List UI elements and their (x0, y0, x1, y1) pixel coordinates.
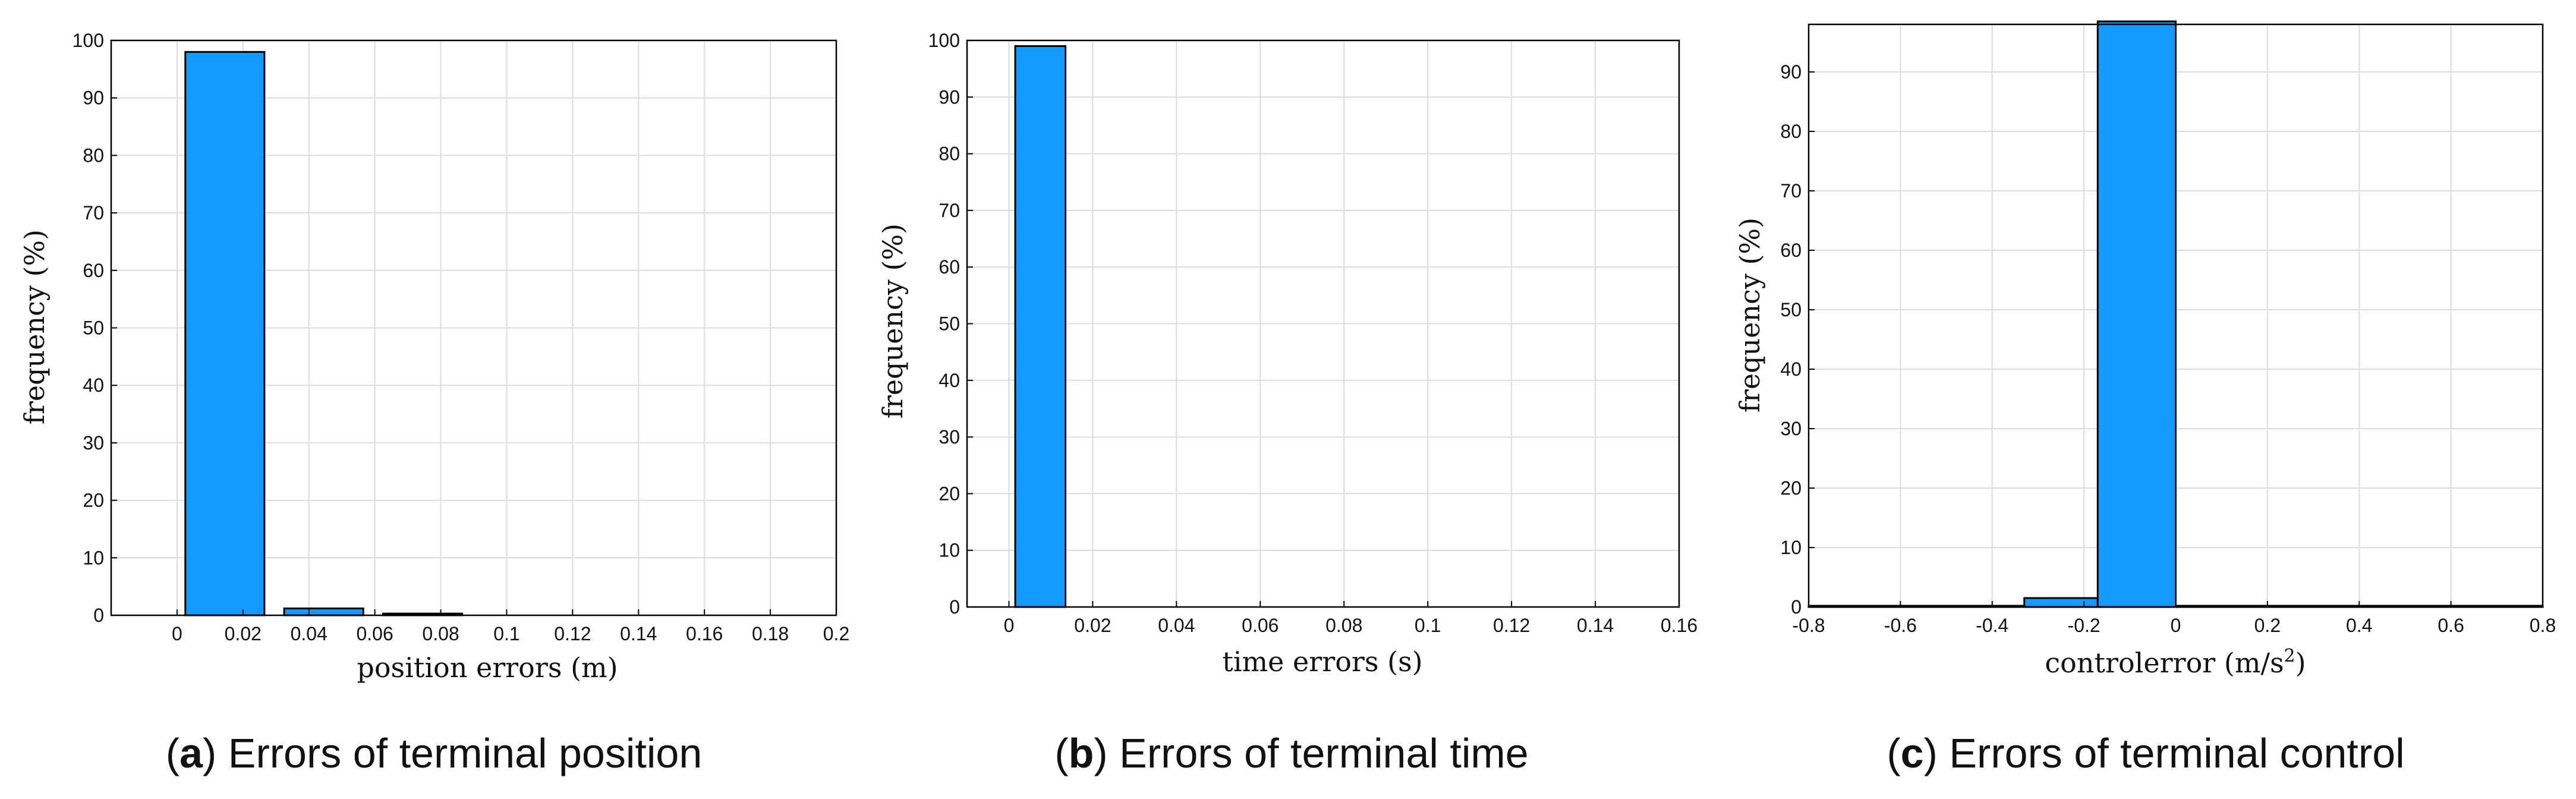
panel-b-x-ticks: 0 0.02 0.04 0.06 0.08 0.1 0.12 0.14 0.16 (1004, 601, 1698, 636)
panel-b-x-tick-label: 0 (1004, 615, 1015, 636)
panel-c-x-tick-label: -0.6 (1884, 615, 1917, 636)
panel-c-y-tick-label: 80 (1780, 121, 1802, 142)
panel-a-x-axis-label: position errors (m) (357, 652, 618, 684)
panel-a-caption-letter: a (179, 730, 203, 776)
panel-c-bars (1807, 20, 2544, 608)
panel-b-y-axis-label: frequency (%) (877, 224, 909, 419)
panel-a-x-tick-label: 0.04 (291, 623, 327, 644)
panel-c-y-tick-label: 30 (1780, 418, 1802, 439)
panel-b-x-tick-label: 0.12 (1493, 615, 1530, 636)
panel-b-y-tick-label: 90 (939, 86, 960, 108)
panel-c-y-tick-label: 50 (1780, 299, 1802, 320)
panel-b-x-tick-label: 0.04 (1158, 615, 1195, 636)
panel-c-y-tick-label: 20 (1780, 477, 1802, 499)
panel-b-y-tick-label: 80 (939, 143, 960, 165)
panel-c-x-tick-label: 0.8 (2530, 615, 2556, 636)
panel-b-grid (967, 40, 1679, 607)
panel-a-y-ticks: 0 10 20 30 40 50 60 70 80 90 100 (73, 30, 117, 626)
panel-b-bars (1014, 45, 1067, 608)
panel-b-caption: (b) Errors of terminal time (1054, 730, 1528, 776)
panel-a-y-tick-label: 80 (83, 144, 104, 166)
panel-b-x-tick-label: 0.14 (1577, 615, 1614, 636)
panel-c-x-tick-label: 0.2 (2254, 615, 2281, 636)
panel-b-y-tick-label: 70 (939, 200, 960, 221)
panel-a-x-tick-label: 0.1 (493, 623, 519, 644)
panel-b-y-tick-label: 40 (939, 370, 960, 391)
panel-a-y-tick-label: 100 (73, 30, 104, 51)
panel-c-caption-letter: c (1901, 730, 1924, 776)
panel-c-x-tick-label: -0.8 (1792, 615, 1825, 636)
panel-b: 0 0.02 0.04 0.06 0.08 0.1 0.12 0.14 0.16 0 10 20 30… (877, 30, 1698, 776)
panel-a-x-ticks: 0 0.02 0.04 0.06 0.08 0.1 0.12 0.14 0.16 0.18 0.2 (172, 609, 849, 644)
panel-b-x-tick-label: 0.08 (1325, 615, 1362, 636)
panel-a-y-tick-label: 90 (83, 87, 104, 109)
panel-b-x-axis-label: time errors (s) (1222, 646, 1422, 678)
panel-a-y-tick-label: 30 (83, 432, 104, 454)
panel-c-y-tick-label: 90 (1780, 61, 1802, 83)
panel-c-x-axis-label-end: ) (2295, 647, 2306, 679)
panel-a-x-tick-label: 0.16 (686, 623, 723, 644)
panel-a-bars (184, 51, 464, 616)
panel-a: 0 0.02 0.04 0.06 0.08 0.1 0.12 0.14 0.16 0.18 0.2 … (18, 30, 849, 776)
panel-c-caption-text: Errors of terminal control (1949, 730, 2404, 776)
panel-a-x-tick-label: 0.18 (752, 623, 789, 644)
panel-c-x-tick-label: -0.4 (1976, 615, 2008, 636)
panel-b-caption-letter: b (1069, 730, 1094, 776)
panel-b-x-tick-label: 0.06 (1242, 615, 1278, 636)
panel-b-y-tick-label: 60 (939, 256, 960, 278)
panel-a-x-tick-label: 0 (172, 623, 182, 644)
panel-c-y-tick-label: 70 (1780, 180, 1802, 202)
panel-a-y-tick-label: 50 (83, 317, 104, 339)
panel-b-x-tick-label: 0.02 (1074, 615, 1111, 636)
panel-c-x-tick-label: 0 (2171, 615, 2181, 636)
panel-a-y-axis-label: frequency (%) (18, 229, 51, 424)
panel-a-x-tick-label: 0.02 (225, 623, 262, 644)
panel-a-y-tick-label: 70 (83, 202, 104, 224)
panel-c-x-axis-label-main: controlerror (m/s (2045, 647, 2284, 679)
panel-b-y-tick-label: 0 (949, 596, 960, 618)
panel-a-caption-text: Errors of terminal position (228, 730, 703, 776)
panel-c-y-tick-label: 10 (1780, 537, 1802, 558)
panel-c-x-tick-label: -0.2 (2068, 615, 2101, 636)
panel-c-x-tick-label: 0.4 (2346, 615, 2372, 636)
panel-a-x-tick-label: 0.14 (620, 623, 657, 644)
panel-a-y-tick-label: 10 (83, 547, 104, 568)
panel-c-x-axis-label: controlerror (m/s2) (2045, 646, 2306, 679)
panel-b-x-tick-label: 0.1 (1415, 615, 1441, 636)
panel-b-y-tick-label: 50 (939, 313, 960, 335)
panel-b-bar (1014, 45, 1067, 608)
panel-a-x-tick-label: 0.08 (422, 623, 459, 644)
panel-c-caption: (c) Errors of terminal control (1887, 730, 2404, 776)
panel-a-y-tick-label: 0 (93, 605, 104, 626)
panel-b-y-ticks: 0 10 20 30 40 50 60 70 80 90 100 (928, 30, 973, 618)
panel-c-y-ticks: 0 10 20 30 40 50 60 70 80 90 (1780, 61, 1815, 618)
panel-b-y-tick-label: 10 (939, 540, 960, 561)
panel-c-y-tick-label: 0 (1791, 596, 1802, 618)
panel-c-bar (2096, 20, 2177, 608)
panel-c-x-ticks: -0.8 -0.6 -0.4 -0.2 0 0.2 0.4 0.6 0.8 (1792, 601, 2556, 636)
panel-a-x-tick-label: 0.12 (554, 623, 591, 644)
panel-a-x-tick-label: 0.2 (823, 623, 849, 644)
panel-a-x-tick-label: 0.06 (356, 623, 393, 644)
panel-a-y-tick-label: 20 (83, 490, 104, 511)
panel-c-bar (2023, 597, 2099, 608)
panel-a-bar (283, 607, 364, 616)
panel-c: -0.8 -0.6 -0.4 -0.2 0 0.2 0.4 0.6 0.8 0 10 20 30 40 5… (1734, 20, 2556, 776)
panel-c-y-tick-label: 40 (1780, 358, 1802, 380)
panel-b-caption-text: Errors of terminal time (1119, 730, 1528, 776)
panel-a-caption: (a) Errors of terminal position (166, 730, 703, 776)
panel-b-y-tick-label: 30 (939, 426, 960, 448)
panel-c-y-tick-label: 60 (1780, 240, 1802, 261)
panel-c-y-axis-label: frequency (%) (1734, 218, 1766, 413)
panel-a-y-tick-label: 60 (83, 260, 104, 281)
panel-b-y-tick-label: 20 (939, 483, 960, 504)
panel-c-x-axis-label-superscript: 2 (2284, 646, 2295, 666)
panel-a-y-tick-label: 40 (83, 375, 104, 396)
panel-b-y-tick-label: 100 (928, 30, 960, 51)
panel-a-bar (184, 51, 266, 616)
panel-c-x-tick-label: 0.6 (2438, 615, 2464, 636)
panel-b-x-tick-label: 0.16 (1661, 615, 1698, 636)
